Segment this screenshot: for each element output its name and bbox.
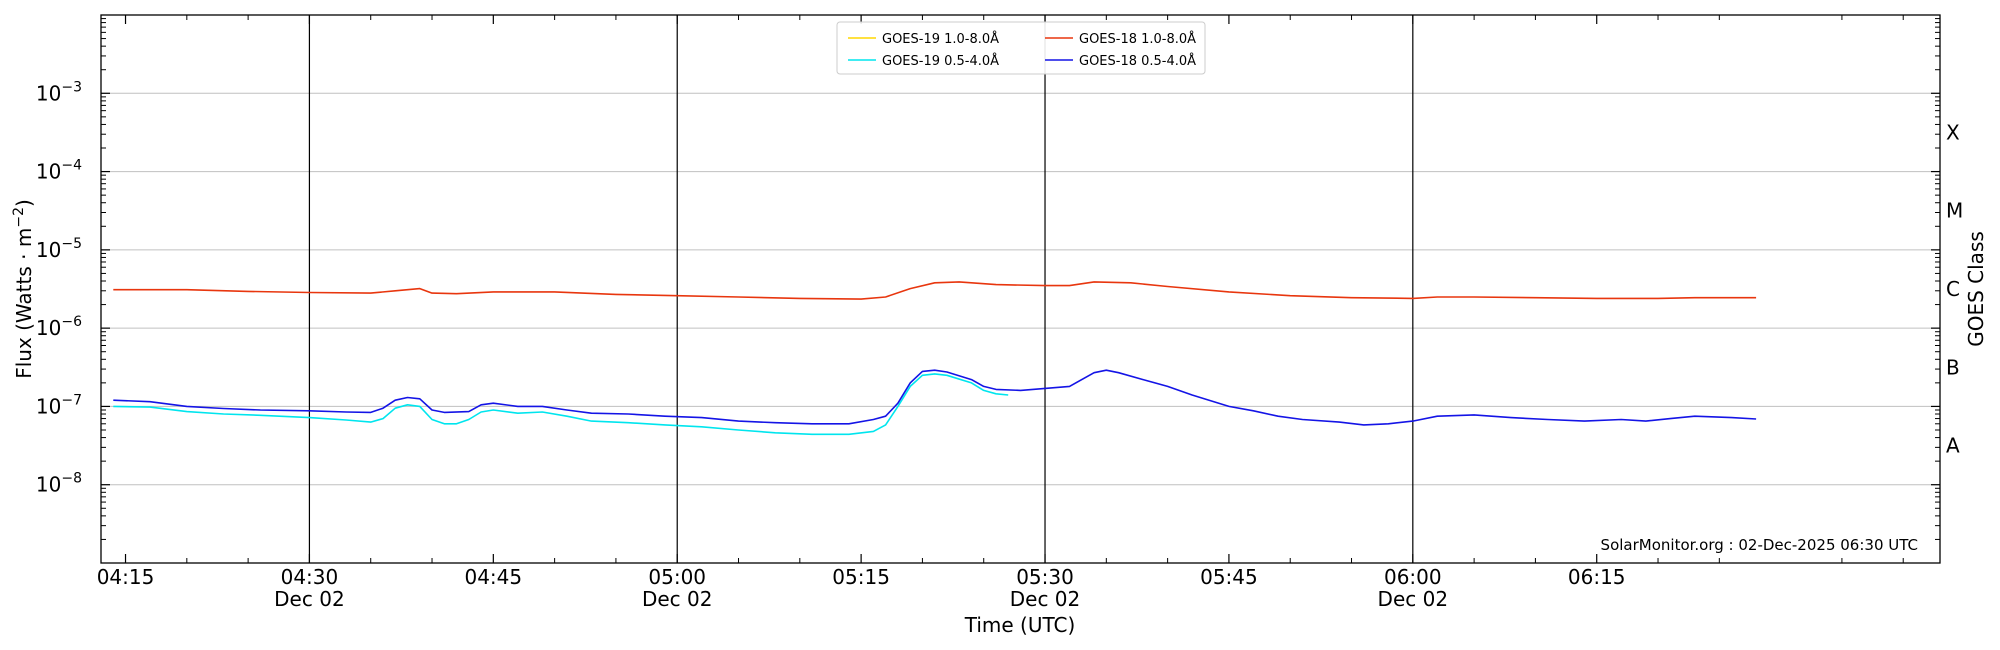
y-tick-exponent: −6 [61,314,82,330]
y-axis-title-close: ) [12,199,36,207]
legend-label: GOES-18 0.5-4.0Å [1079,53,1196,69]
legend: GOES-19 1.0-8.0Å GOES-19 0.5-4.0Å GOES-18 … [836,21,1206,75]
x-tick-label: 04:30 [281,565,339,589]
y-tick-base: 10 [36,394,61,418]
y-axis-title: Flux (Watts · m−2) [11,199,36,379]
series-lines [113,281,1757,436]
grid-lines [101,92,1940,486]
y-tick-exponent: −5 [61,236,82,252]
y-tick-label: 10−6 [36,314,82,340]
x-tick-label: 04:45 [464,565,522,589]
goes-class-label: X [1946,120,1960,144]
y-axis-title-exponent: −2 [11,207,27,228]
x-tick-label: 06:15 [1568,565,1626,589]
x-tick-label: 04:15 [97,565,155,589]
y-axis-title-main: Flux (Watts · m [12,228,36,379]
y-tick-base: 10 [36,160,61,184]
goes-class-label: C [1946,277,1960,301]
y-tick-label: 10−8 [36,471,82,497]
legend-entries: GOES-19 1.0-8.0Å GOES-19 0.5-4.0Å GOES-18 … [848,31,1196,69]
y-tick-exponent: −4 [61,158,82,174]
x-axis-title: Time (UTC) [964,613,1076,637]
x-tick-label: 05:15 [832,565,890,589]
y-tick-label: 10−7 [36,392,82,418]
day-vertical-lines [308,15,1414,563]
goes-class-axis-title: GOES Class [1964,231,1988,347]
legend-label: GOES-18 1.0-8.0Å [1079,31,1196,47]
legend-box [836,21,1206,75]
credit-text: SolarMonitor.org : 02-Dec-2025 06:30 UTC [1601,536,1918,554]
series-line-3 [113,369,1757,426]
x-tick-label: 05:00 [648,565,706,589]
x-tick-label: 05:45 [1200,565,1258,589]
goes-class-label: A [1946,434,1960,458]
y-tick-label: 10−5 [36,236,82,262]
x-tick-label: 06:00 [1384,565,1442,589]
y-tick-base: 10 [36,473,61,497]
plot-frame [100,14,1941,564]
series-line-1 [113,281,1757,300]
y-tick-base: 10 [36,316,61,340]
x-tick-date-label: Dec 02 [1010,587,1081,611]
x-tick-label: 05:30 [1016,565,1074,589]
goes-class-label: B [1946,355,1960,379]
x-tick-date-label: Dec 02 [642,587,713,611]
goes-class-label: M [1946,199,1963,223]
axis-ticks [101,15,1940,563]
y-tick-exponent: −7 [61,392,82,408]
x-tick-date-label: Dec 02 [1378,587,1449,611]
y-tick-exponent: −3 [61,79,82,95]
y-tick-label: 10−4 [36,158,82,184]
legend-label: GOES-19 1.0-8.0Å [882,31,999,47]
x-tick-date-label: Dec 02 [274,587,345,611]
y-tick-label: 10−3 [36,79,82,105]
y-tick-base: 10 [36,81,61,105]
y-tick-exponent: −8 [61,471,82,487]
series-line-2 [113,373,1009,436]
legend-label: GOES-19 0.5-4.0Å [882,53,999,69]
y-tick-base: 10 [36,238,61,262]
